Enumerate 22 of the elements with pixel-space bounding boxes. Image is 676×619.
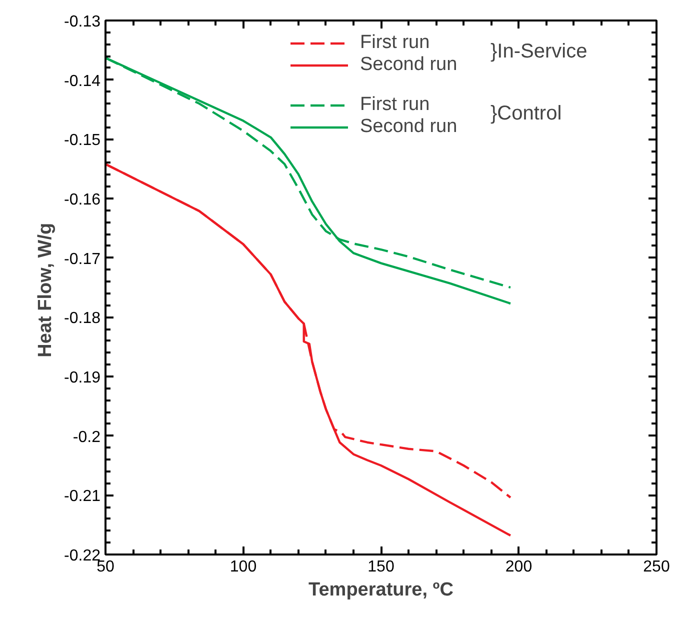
x-axis-title: Temperature, ºC: [308, 580, 454, 600]
y-tick-label: -0.13: [64, 14, 101, 30]
y-tick-label: -0.21: [64, 488, 101, 506]
y-tick-label: -0.15: [64, 132, 101, 150]
annotation: }In-Service: [490, 40, 588, 62]
y-tick-label: -0.14: [64, 72, 101, 90]
legend-label: First run: [360, 94, 430, 116]
x-tick-label: 100: [230, 558, 257, 576]
y-tick-label: -0.17: [64, 250, 101, 268]
legend-label: First run: [360, 32, 430, 54]
x-tick-label: 250: [643, 558, 670, 576]
y-tick-label: -0.2: [72, 428, 101, 446]
x-tick-label: 50: [96, 558, 114, 576]
y-tick-label: -0.16: [64, 192, 101, 208]
y-axis-title: Heat Flow, W/g: [35, 222, 56, 358]
y-tick-label: -0.18: [64, 310, 101, 328]
x-tick-label: 150: [368, 558, 394, 576]
x-tick-label: 200: [505, 558, 532, 576]
y-tick-label: -0.19: [64, 370, 101, 386]
legend-label: Second run: [360, 54, 458, 76]
legend-label: Second run: [360, 116, 458, 138]
annotation: }Control: [490, 102, 562, 124]
